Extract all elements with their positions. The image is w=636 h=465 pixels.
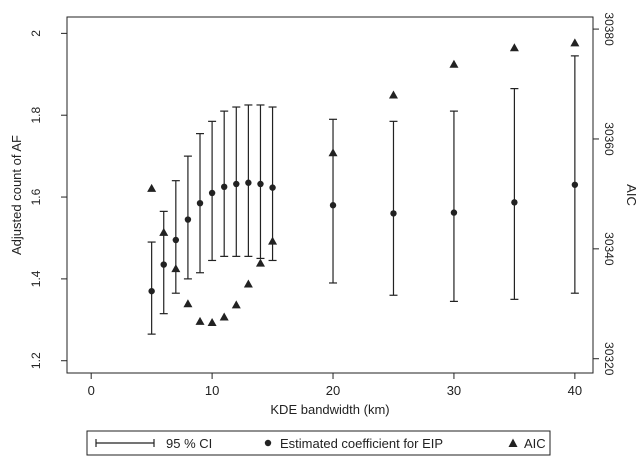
coefficient-point <box>196 199 204 207</box>
plot-frame <box>66 16 594 374</box>
aic-point <box>159 227 169 236</box>
legend-aic-marker <box>508 438 518 447</box>
coefficient-point <box>390 210 397 217</box>
coefficient-point <box>172 236 180 244</box>
ci-bar <box>570 55 579 294</box>
aic-point <box>509 43 519 52</box>
x-tick-label: 10 <box>205 383 219 398</box>
ci-bar <box>389 120 398 296</box>
ci-bar <box>329 118 338 284</box>
coefficient-point <box>257 180 264 188</box>
x-tick-label: 30 <box>447 383 461 398</box>
y-left-tick-label: 1.4 <box>29 270 43 287</box>
y-left-tick-label: 1.8 <box>29 107 43 124</box>
legend-coef-marker <box>264 439 272 447</box>
aic-point <box>219 312 229 321</box>
coefficient-point <box>329 202 337 209</box>
aic-point <box>147 183 157 192</box>
x-axis: 0 10 20 30 40 <box>88 373 582 398</box>
y-right-tick-label: 30380 <box>602 12 616 46</box>
coefficient-series <box>148 179 579 295</box>
coefficient-point <box>184 216 192 223</box>
ci-bar <box>268 106 277 262</box>
coefficient-point <box>269 184 276 191</box>
y-right-axis-label: AIC <box>624 184 636 206</box>
aic-point <box>183 299 193 308</box>
coefficient-point <box>233 180 240 188</box>
y-right-axis: 30320 30340 30360 30380 <box>593 12 616 376</box>
aic-point <box>388 90 398 99</box>
coefficient-point <box>220 183 228 191</box>
aic-point <box>207 317 217 326</box>
aic-point <box>449 59 459 68</box>
y-left-tick-label: 2 <box>29 30 43 37</box>
aic-series <box>147 38 580 326</box>
coefficient-point <box>148 287 155 295</box>
y-right-tick-label: 30320 <box>602 342 616 376</box>
coefficient-point <box>511 199 518 206</box>
legend-ci-symbol <box>95 439 155 447</box>
aic-point <box>570 38 580 47</box>
y-left-axis: 1.2 1.4 1.6 1.8 2 <box>29 30 67 369</box>
coefficient-point <box>160 261 167 268</box>
aic-point <box>231 300 241 309</box>
aic-point <box>243 279 253 288</box>
x-tick-label: 0 <box>88 383 95 398</box>
y-left-tick-label: 1.2 <box>29 352 43 369</box>
x-axis-label: KDE bandwidth (km) <box>270 402 389 417</box>
x-tick-label: 40 <box>568 383 582 398</box>
x-tick-label: 20 <box>326 383 340 398</box>
coefficient-point <box>571 181 579 188</box>
y-right-tick-label: 30340 <box>602 232 616 266</box>
aic-point <box>268 236 278 245</box>
legend-box <box>86 430 551 456</box>
legend-aic-label: AIC <box>524 436 546 451</box>
legend-coef-label: Estimated coefficient for EIP <box>280 436 443 451</box>
aic-point <box>171 264 181 273</box>
aic-point <box>195 316 205 325</box>
ci-bar <box>449 110 458 302</box>
legend-ci-label: 95 % CI <box>166 436 212 451</box>
legend: 95 % CI Estimated coefficient for EIP AI… <box>86 430 551 456</box>
y-left-axis-label: Adjusted count of AF <box>9 135 24 255</box>
coefficient-point <box>450 209 458 216</box>
ci-bar <box>510 88 519 300</box>
y-right-tick-label: 30360 <box>602 122 616 156</box>
coefficient-point <box>245 179 252 186</box>
y-left-tick-label: 1.6 <box>29 188 43 205</box>
aic-point <box>328 148 338 157</box>
coefficient-point <box>208 189 216 197</box>
aic-point <box>255 258 265 267</box>
